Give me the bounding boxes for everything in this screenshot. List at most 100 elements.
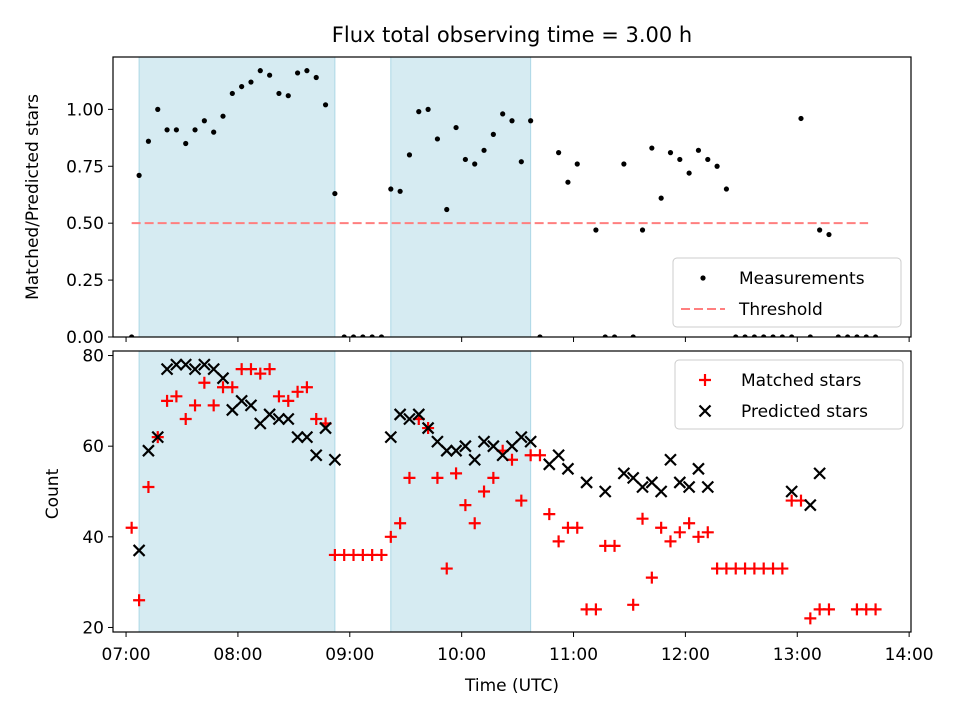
data-point bbox=[263, 363, 276, 376]
data-point bbox=[593, 227, 599, 233]
data-point bbox=[179, 358, 192, 371]
data-point bbox=[561, 462, 575, 476]
data-point bbox=[267, 72, 273, 78]
data-point bbox=[201, 118, 207, 124]
data-point bbox=[170, 358, 183, 371]
data-point bbox=[192, 127, 198, 133]
data-point bbox=[776, 562, 789, 575]
data-point bbox=[282, 394, 295, 407]
data-point bbox=[789, 334, 795, 337]
data-point bbox=[761, 334, 767, 337]
data-point bbox=[136, 172, 142, 178]
top-panel: 0.00 0.25 0.50 0.75 1.00 Measurements Threshol… bbox=[66, 56, 912, 348]
data-point bbox=[263, 408, 276, 421]
data-point bbox=[384, 430, 398, 444]
x-axis-label: Time (UTC) bbox=[464, 676, 559, 696]
data-point bbox=[226, 403, 239, 417]
data-point bbox=[478, 485, 491, 498]
data-point bbox=[835, 334, 841, 337]
data-point bbox=[589, 603, 602, 616]
data-point bbox=[254, 417, 267, 430]
data-point bbox=[434, 136, 441, 142]
data-point bbox=[695, 147, 702, 153]
x-tick-label: 14:00 bbox=[885, 645, 934, 665]
x-tick-label: 13:00 bbox=[773, 645, 822, 665]
data-point bbox=[515, 430, 528, 444]
data-point bbox=[565, 179, 571, 185]
data-point bbox=[319, 421, 332, 435]
data-point bbox=[723, 186, 730, 192]
data-point bbox=[332, 190, 338, 197]
data-point bbox=[360, 334, 366, 337]
shaded-interval-2 bbox=[390, 350, 532, 633]
data-point bbox=[673, 476, 687, 489]
plot-frame bbox=[112, 350, 912, 633]
data-point bbox=[621, 161, 627, 167]
data-point bbox=[477, 435, 491, 448]
data-point bbox=[785, 485, 798, 498]
data-point bbox=[714, 163, 720, 169]
legend-label: Threshold bbox=[738, 300, 823, 320]
series-measurements bbox=[129, 68, 879, 337]
data-point bbox=[813, 467, 826, 480]
shaded-interval-1 bbox=[138, 56, 336, 338]
data-point bbox=[378, 334, 385, 337]
data-point bbox=[132, 544, 146, 557]
data-point bbox=[692, 530, 705, 543]
data-point bbox=[125, 521, 138, 534]
data-point bbox=[406, 152, 413, 158]
data-point bbox=[770, 334, 776, 337]
data-point bbox=[254, 367, 267, 380]
data-point bbox=[500, 111, 506, 117]
data-point bbox=[281, 412, 295, 426]
data-point bbox=[198, 358, 211, 371]
data-point bbox=[462, 156, 468, 163]
data-point bbox=[863, 334, 869, 337]
data-point bbox=[779, 334, 785, 337]
data-point bbox=[322, 102, 329, 108]
data-point bbox=[257, 68, 263, 74]
data-point bbox=[658, 195, 664, 201]
top-y-axis-label: Matched/Predicted stars bbox=[23, 94, 43, 300]
data-point bbox=[733, 334, 739, 337]
data-point bbox=[468, 453, 481, 467]
data-point bbox=[608, 539, 621, 552]
y-tick-label: 40 bbox=[82, 528, 104, 548]
data-point bbox=[649, 145, 655, 151]
data-point bbox=[602, 334, 608, 337]
data-point bbox=[151, 430, 165, 444]
data-point bbox=[216, 371, 230, 385]
data-point bbox=[183, 140, 189, 147]
data-point bbox=[528, 118, 534, 124]
data-point bbox=[450, 467, 463, 480]
plot-frame bbox=[112, 56, 912, 338]
data-point bbox=[574, 161, 580, 167]
data-point bbox=[129, 334, 135, 337]
x-tick-label: 07:00 bbox=[102, 645, 151, 665]
legend-box bbox=[674, 359, 904, 430]
legend-marker bbox=[699, 374, 711, 386]
data-point bbox=[388, 186, 394, 192]
shaded-interval-1 bbox=[138, 350, 336, 633]
data-point bbox=[300, 381, 313, 394]
data-point bbox=[496, 448, 509, 462]
data-point bbox=[393, 408, 407, 421]
data-point bbox=[440, 562, 453, 575]
data-point bbox=[285, 93, 291, 99]
data-point bbox=[798, 115, 804, 122]
data-point bbox=[645, 571, 658, 584]
data-point bbox=[276, 90, 282, 97]
data-point bbox=[626, 471, 640, 485]
data-point bbox=[444, 206, 450, 213]
data-point bbox=[580, 476, 593, 489]
data-point bbox=[170, 390, 183, 403]
data-point bbox=[226, 381, 239, 394]
data-point bbox=[869, 603, 882, 616]
data-point bbox=[272, 390, 285, 403]
data-point bbox=[505, 439, 519, 453]
data-point bbox=[248, 79, 254, 85]
data-point bbox=[207, 362, 220, 376]
plot-area bbox=[129, 68, 879, 337]
data-point bbox=[472, 161, 478, 167]
